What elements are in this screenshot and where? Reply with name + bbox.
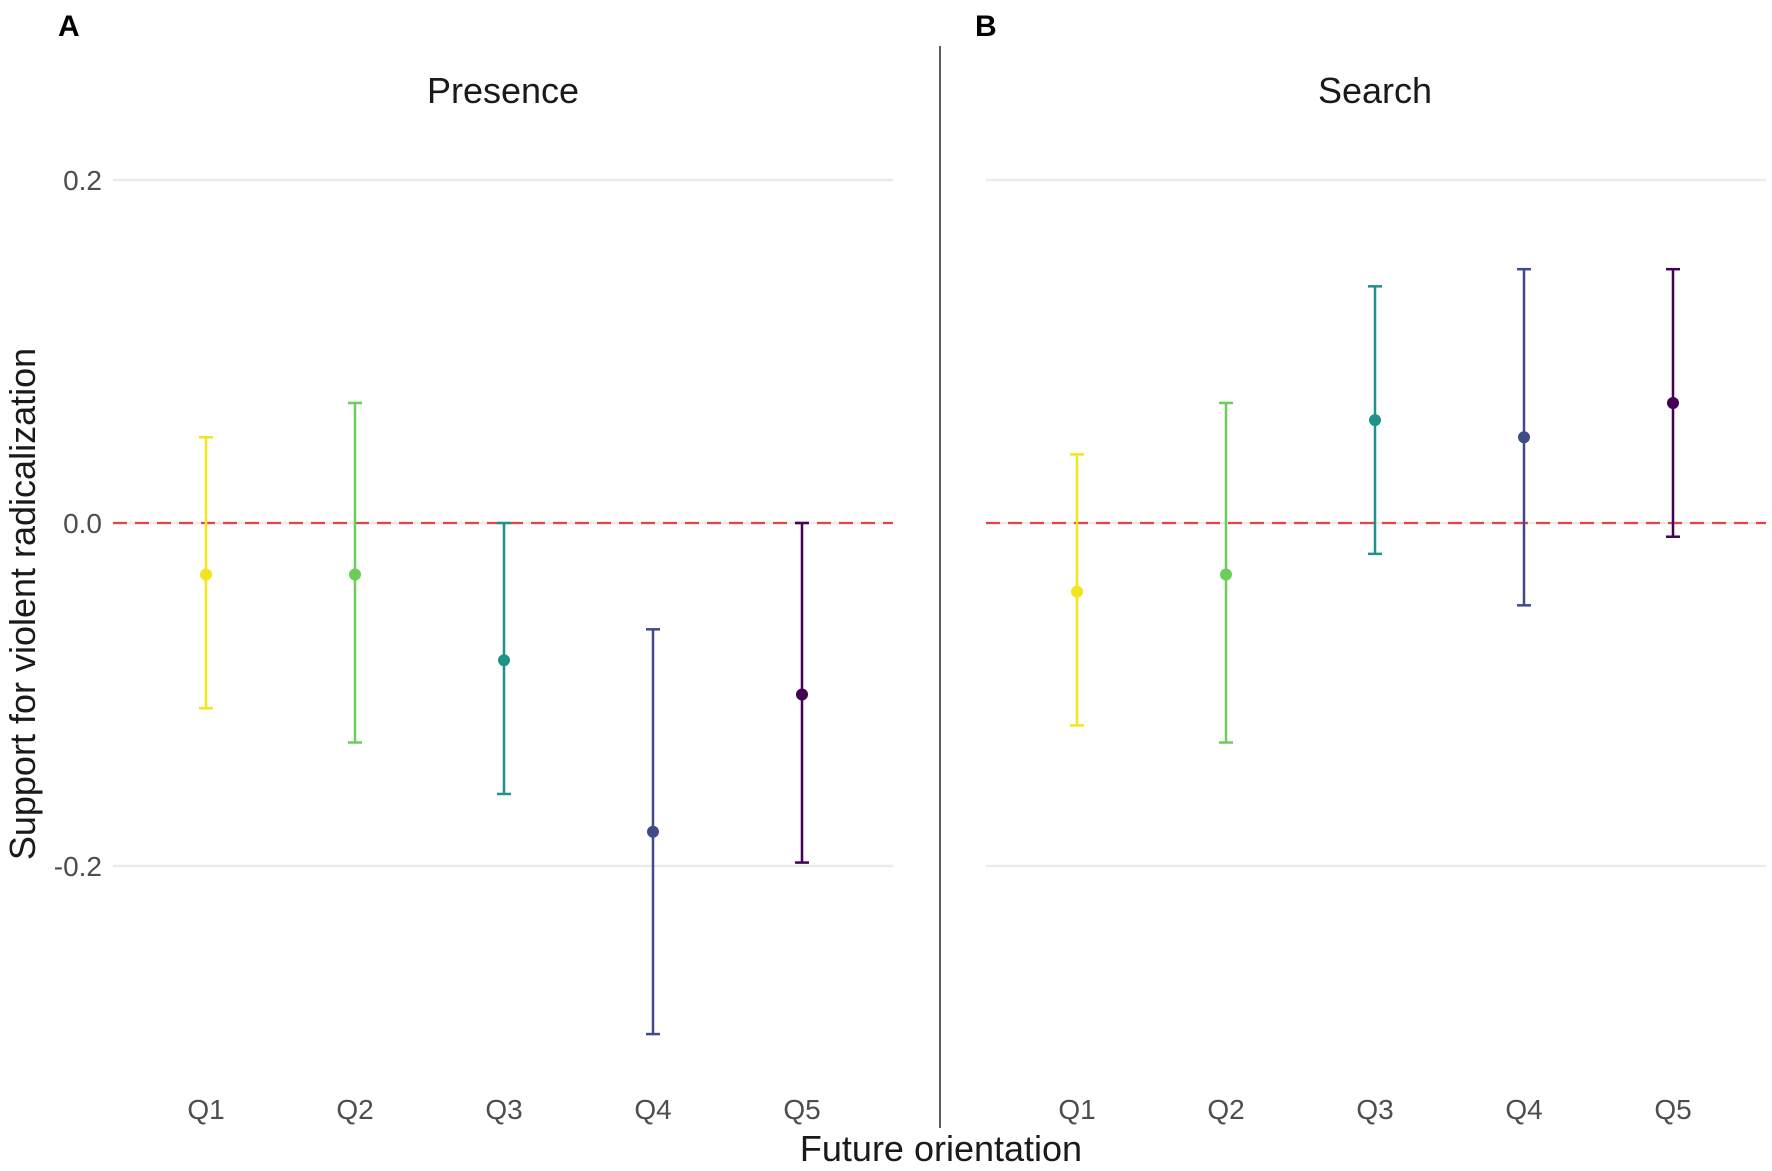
- panel-b-x-tick-q2: Q2: [1207, 1094, 1244, 1125]
- panel-a-q1-point: [200, 568, 212, 581]
- panel-a-x-tick-q4: Q4: [634, 1094, 671, 1125]
- y-axis-title: Support for violent radicalization: [2, 348, 43, 860]
- panel-b-x-tick-q1: Q1: [1058, 1094, 1095, 1125]
- panel-b-q5-point: [1667, 396, 1679, 409]
- panel-b-x-tick-q5: Q5: [1654, 1094, 1691, 1125]
- panel-a-title: Presence: [427, 70, 579, 111]
- y-tick-2: -0.2: [54, 851, 102, 882]
- x-axis-title: Future orientation: [800, 1128, 1082, 1169]
- y-tick-0: 0.2: [63, 165, 102, 196]
- panel-a-q5-point: [796, 688, 808, 701]
- panel-a-x-tick-q2: Q2: [336, 1094, 373, 1125]
- panel-a-q3-point: [498, 654, 510, 667]
- panel-a-x-tick-q3: Q3: [485, 1094, 522, 1125]
- panel-b-x-tick-q4: Q4: [1505, 1094, 1542, 1125]
- panel-b-x-tick-q3: Q3: [1356, 1094, 1393, 1125]
- panel-b-q2-point: [1220, 568, 1232, 581]
- panel-a-x-tick-q1: Q1: [187, 1094, 224, 1125]
- panel-a-q2-point: [349, 568, 361, 581]
- panel-b-q4-point: [1518, 431, 1530, 444]
- panel-a-letter: A: [58, 10, 80, 43]
- panel-a-x-tick-q5: Q5: [783, 1094, 820, 1125]
- panel-b-q1-point: [1071, 585, 1083, 598]
- panel-b-title: Search: [1318, 70, 1432, 111]
- panel-b-q3-point: [1369, 414, 1381, 427]
- panel-a-q4-point: [647, 825, 659, 838]
- panel-b-letter: B: [975, 10, 997, 43]
- y-tick-1: 0.0: [63, 508, 102, 539]
